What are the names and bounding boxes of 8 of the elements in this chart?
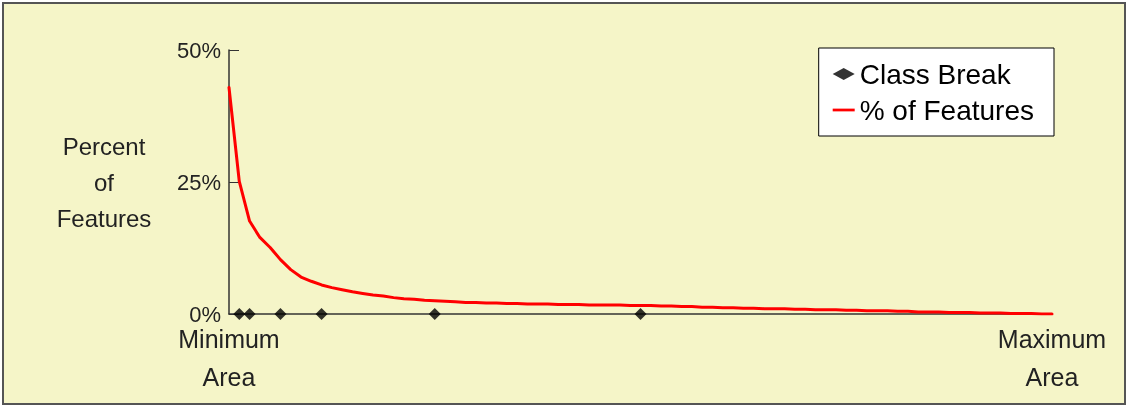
x-tick-label: Maximum Area <box>997 325 1107 391</box>
x-tick-label: Minimum Area <box>178 325 280 391</box>
legend-label: % of Features <box>859 94 1035 126</box>
legend-label: Class Break <box>859 58 1012 90</box>
y-tick-label: 50% <box>176 37 221 63</box>
y-tick-label: 0% <box>189 301 221 327</box>
y-tick-label: 25% <box>176 169 221 195</box>
y-axis-title: Percent of Features <box>56 132 152 232</box>
